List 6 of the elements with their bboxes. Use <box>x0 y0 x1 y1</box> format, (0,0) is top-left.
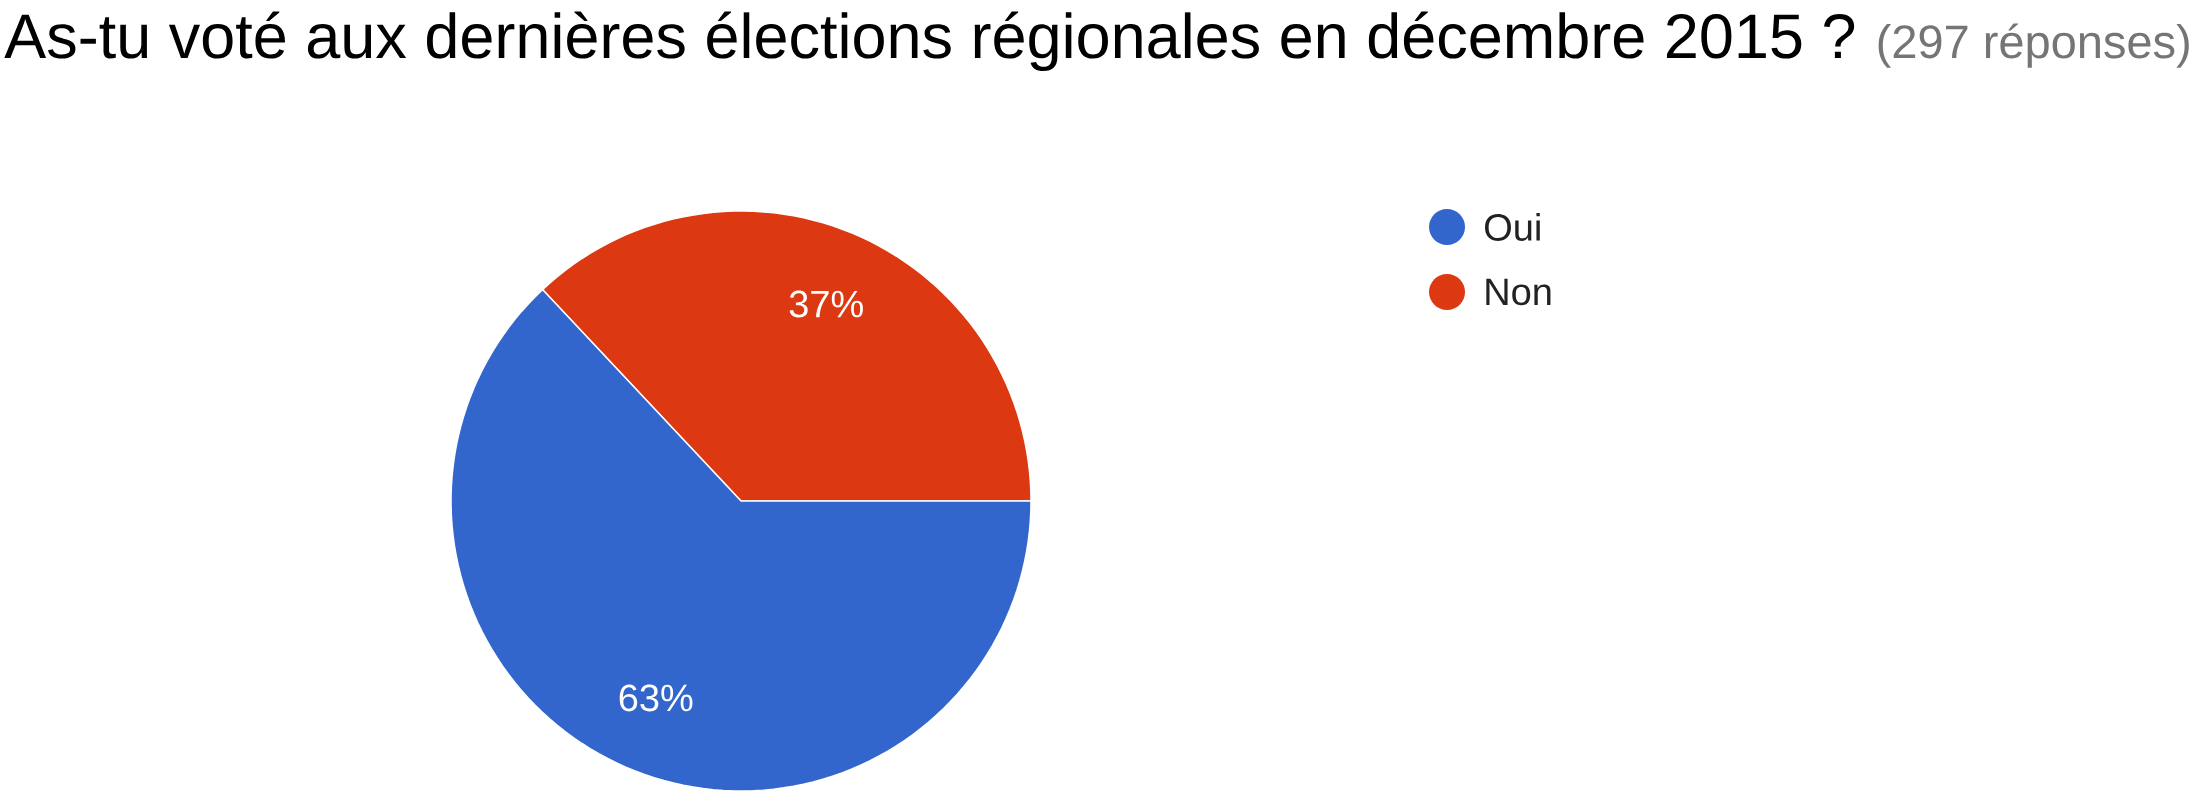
chart-title: As-tu voté aux dernières élections régionales en décembre 2015 ? <box>4 11 1855 72</box>
data-label: 63% <box>619 684 693 712</box>
legend-label: Non <box>1486 278 1551 306</box>
data-label: 37% <box>789 290 863 318</box>
legend-label: Oui <box>1485 213 1540 241</box>
text: (297 réponses) <box>1878 23 2189 68</box>
